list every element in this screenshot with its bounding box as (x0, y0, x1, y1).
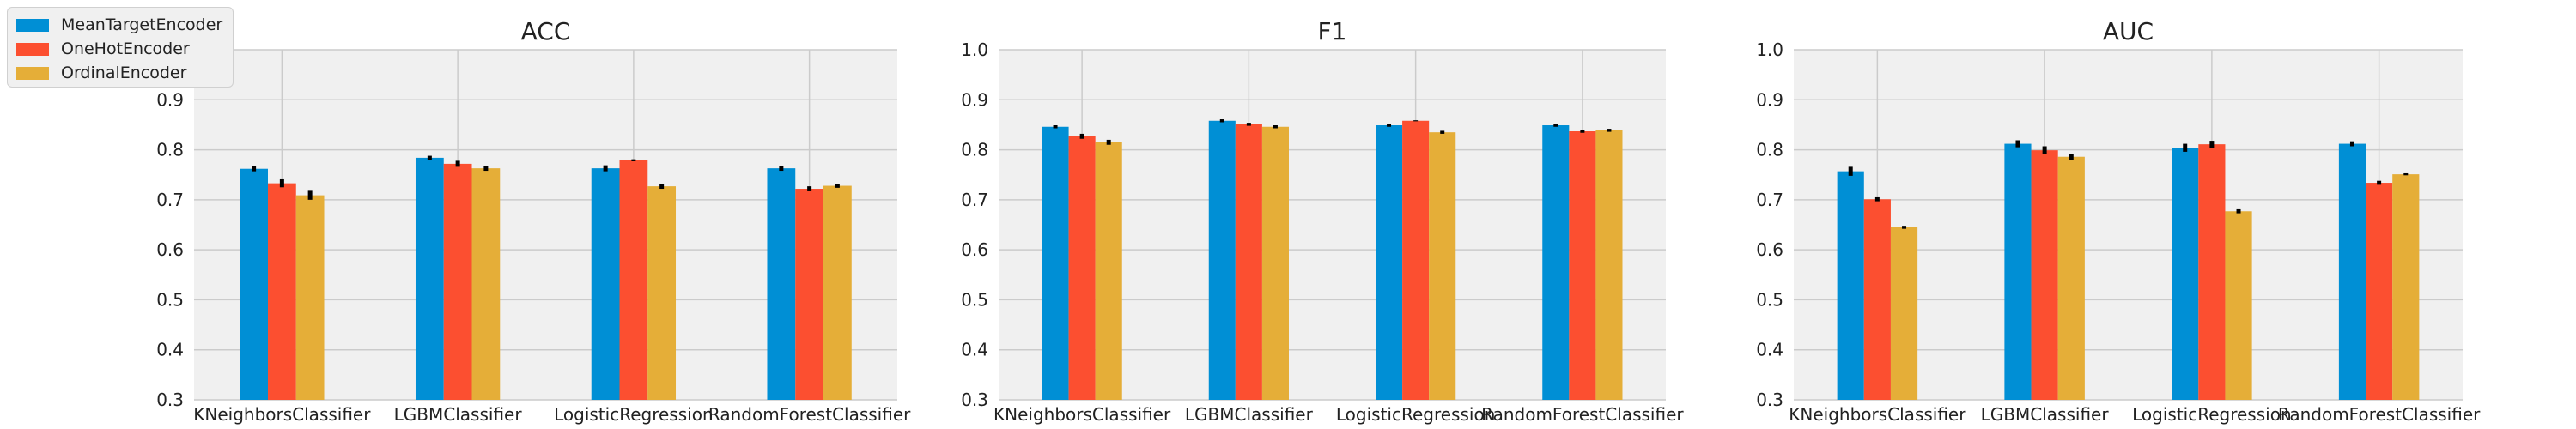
legend-item-mean-target-encoder: MeanTargetEncoder (16, 13, 224, 37)
legend-swatch-mean-target-encoder (16, 18, 49, 32)
y-tick-label: 0.3 (961, 390, 988, 410)
y-tick-label: 0.9 (1756, 89, 1783, 110)
bar-ordinal-encoder-logistic-regression (1429, 132, 1456, 400)
bar-ordinal-encoder-random-forest-classifier (2392, 174, 2420, 401)
bar-ordinal-encoder-random-forest-classifier (1595, 130, 1623, 400)
y-tick-label: 0.7 (156, 190, 184, 210)
legend-swatch-ordinal-encoder (16, 66, 49, 80)
x-tick-label: RandomForestClassifier (708, 404, 911, 425)
y-tick-label: 1.0 (1756, 39, 1783, 60)
y-tick-label: 0.7 (1756, 190, 1783, 210)
bar-one-hot-encoder-kneighbors-classifier (1863, 199, 1891, 400)
bar-ordinal-encoder-logistic-regression (2225, 211, 2252, 400)
y-tick-label: 0.9 (156, 89, 184, 110)
legend-swatch-one-hot-encoder (16, 42, 49, 56)
bar-ordinal-encoder-kneighbors-classifier (295, 195, 325, 400)
x-tick-label: RandomForestClassifier (1481, 404, 1684, 425)
chart-legend: MeanTargetEncoder OneHotEncoder OrdinalE… (7, 7, 234, 88)
bar-one-hot-encoder-lgbmclassifier (2031, 150, 2058, 400)
bar-one-hot-encoder-logistic-regression (619, 160, 648, 400)
bar-one-hot-encoder-kneighbors-classifier (1068, 136, 1096, 400)
legend-item-one-hot-encoder: OneHotEncoder (16, 37, 224, 61)
panel-f1: 0.3 0.4 0.5 0.6 0.7 0.8 0.9 1.0 KNeighborsClassi… (961, 17, 1684, 425)
bar-ordinal-encoder-lgbmclassifier (2057, 156, 2085, 400)
y-tick-label: 0.6 (1756, 239, 1783, 260)
bar-one-hot-encoder-random-forest-classifier (1569, 131, 1596, 400)
y-tick-label: 0.3 (156, 390, 184, 410)
y-tick-label: 0.7 (961, 190, 988, 210)
bar-mean-target-encoder-logistic-regression (1376, 125, 1403, 401)
bar-ordinal-encoder-logistic-regression (647, 186, 677, 400)
y-tick-label: 0.6 (961, 239, 988, 260)
bar-mean-target-encoder-logistic-regression (591, 168, 620, 400)
x-tick-label: LogisticRegression (554, 404, 714, 425)
y-tick-label: 0.5 (156, 289, 184, 310)
bar-ordinal-encoder-lgbmclassifier (471, 168, 501, 400)
y-tick-label: 0.6 (156, 239, 184, 260)
x-tick-label: RandomForestClassifier (2278, 404, 2481, 425)
panel-auc: 0.3 0.4 0.5 0.6 0.7 0.8 0.9 1.0 KNeighborsClassi… (1756, 17, 2481, 425)
legend-label: MeanTargetEncoder (61, 15, 223, 34)
legend-label: OneHotEncoder (61, 39, 190, 58)
y-tick-label: 0.4 (961, 340, 988, 360)
bar-one-hot-encoder-logistic-regression (2198, 144, 2226, 400)
y-tick-label: 0.8 (1756, 140, 1783, 160)
y-tick-label: 0.3 (1756, 390, 1783, 410)
x-tick-label: KNeighborsClassifier (1789, 404, 1966, 425)
bar-ordinal-encoder-kneighbors-classifier (1095, 142, 1122, 401)
bar-ordinal-encoder-random-forest-classifier (823, 185, 852, 400)
chart-title: F1 (1318, 17, 1347, 45)
bar-ordinal-encoder-lgbmclassifier (1261, 126, 1289, 400)
bar-mean-target-encoder-kneighbors-classifier (240, 168, 268, 400)
x-tick-label: KNeighborsClassifier (193, 404, 371, 425)
legend-label: OrdinalEncoder (61, 63, 187, 82)
bar-mean-target-encoder-logistic-regression (2172, 148, 2199, 401)
bar-mean-target-encoder-random-forest-classifier (767, 168, 796, 400)
y-tick-label: 0.5 (961, 289, 988, 310)
bar-one-hot-encoder-logistic-regression (1402, 120, 1430, 400)
y-tick-label: 1.0 (961, 39, 988, 60)
y-tick-label: 0.4 (1756, 340, 1783, 360)
bar-mean-target-encoder-random-forest-classifier (1542, 125, 1570, 401)
bar-one-hot-encoder-lgbmclassifier (443, 163, 472, 401)
bar-mean-target-encoder-kneighbors-classifier (1042, 126, 1069, 400)
panel-acc: 0.30.40.50.60.70.80.91.0KNeighborsClassi… (156, 17, 911, 425)
bar-one-hot-encoder-kneighbors-classifier (267, 183, 296, 400)
x-tick-label: KNeighborsClassifier (993, 404, 1171, 425)
x-tick-label: LGBMClassifier (394, 404, 523, 425)
y-tick-label: 0.8 (156, 140, 184, 160)
bar-mean-target-encoder-lgbmclassifier (2004, 143, 2032, 400)
x-tick-label: LGBMClassifier (1185, 404, 1314, 425)
y-tick-label: 0.4 (156, 340, 184, 360)
bar-mean-target-encoder-lgbmclassifier (1208, 120, 1236, 400)
bar-one-hot-encoder-random-forest-classifier (795, 189, 824, 400)
x-tick-label: LGBMClassifier (1981, 404, 2110, 425)
y-tick-label: 0.9 (961, 89, 988, 110)
chart-title: AUC (2103, 17, 2154, 45)
y-tick-label: 0.8 (961, 140, 988, 160)
x-tick-label: LogisticRegression (2132, 404, 2292, 425)
bar-mean-target-encoder-kneighbors-classifier (1837, 171, 1864, 401)
chart-title: ACC (521, 17, 571, 45)
y-tick-label: 0.5 (1756, 289, 1783, 310)
legend-item-ordinal-encoder: OrdinalEncoder (16, 61, 224, 85)
bar-mean-target-encoder-random-forest-classifier (2338, 143, 2366, 400)
bar-one-hot-encoder-lgbmclassifier (1235, 124, 1262, 401)
bar-mean-target-encoder-lgbmclassifier (415, 157, 444, 400)
bar-ordinal-encoder-kneighbors-classifier (1890, 227, 1918, 400)
bar-one-hot-encoder-random-forest-classifier (2366, 183, 2393, 400)
x-tick-label: LogisticRegression (1336, 404, 1496, 425)
